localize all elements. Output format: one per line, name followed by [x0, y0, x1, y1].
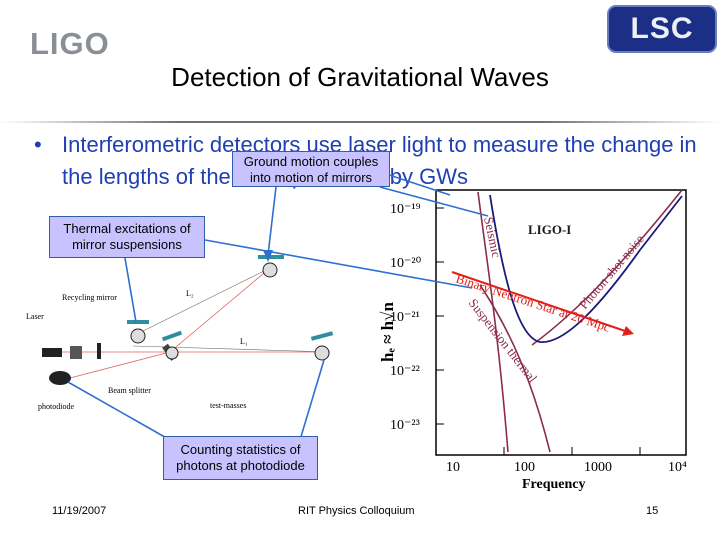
- y-tick-label: 10⁻¹⁹: [390, 202, 421, 217]
- test-mass: [262, 262, 278, 278]
- y-ticks: [436, 207, 641, 455]
- test-masses-label: test-masses: [210, 401, 246, 410]
- photodiode-label: photodiode: [38, 402, 74, 411]
- page-number: 15: [646, 505, 659, 517]
- noise-plot: 10⁻¹⁹ 10⁻²⁰ 10⁻²¹ 10⁻²² 10⁻²³ 10 100 100…: [378, 189, 687, 492]
- x-tick-label: 100: [514, 460, 535, 475]
- ligo-logo: LIGO: [30, 26, 110, 62]
- sensitivity-curve: [489, 194, 683, 343]
- photon-callout: Counting statistics of photons at photod…: [163, 436, 318, 480]
- arm1-label: L₁: [240, 337, 248, 346]
- x-axis-label: Frequency: [522, 477, 586, 492]
- footer-center: RIT Physics Colloquium: [298, 505, 415, 517]
- y-axis-label: hₑ ≈ h√n: [378, 302, 397, 362]
- x-tick-label: 1000: [584, 460, 612, 475]
- legend-label: LIGO-I: [528, 222, 571, 237]
- laser-icon: [42, 348, 62, 357]
- laser-lens: [70, 346, 82, 359]
- suspension-mounts: [127, 255, 334, 342]
- lsc-logo: LSC: [607, 5, 717, 53]
- title-divider: [0, 121, 720, 123]
- recycling-mirror: [97, 343, 101, 359]
- ligo-logo-text: LIGO: [30, 26, 110, 61]
- binary-arrow-head: [622, 326, 634, 336]
- photodiode-icon: [49, 371, 71, 385]
- x-tick-label: 10: [446, 460, 460, 475]
- test-mass: [130, 328, 146, 344]
- test-mass: [314, 345, 330, 361]
- y-tick-label: 10⁻²⁰: [390, 256, 422, 271]
- lsc-logo-text: LSC: [630, 12, 694, 45]
- x-tick-label: 10⁴: [668, 460, 687, 475]
- y-tick-label: 10⁻²²: [390, 364, 420, 379]
- laser-beams: [55, 267, 330, 379]
- photon-curve: [531, 189, 683, 346]
- slide-title: Detection of Gravitational Waves: [171, 62, 549, 92]
- test-mass: [165, 346, 179, 360]
- callout-pointers: [67, 171, 489, 441]
- pointer-arrowhead: [263, 250, 273, 262]
- interferometer-diagram: Recycling mirror Laser photodiode Beam s…: [26, 255, 334, 411]
- y-tick-label: 10⁻²¹: [390, 310, 420, 325]
- beam-splitter-label: Beam splitter: [108, 386, 151, 395]
- thermal-callout: Thermal excitations of mirror suspension…: [49, 216, 205, 258]
- bullet-marker: •: [34, 132, 42, 157]
- binary-arrow: [451, 271, 629, 333]
- arm-outlines: [132, 267, 331, 353]
- y-tick-label: 10⁻²³: [390, 418, 420, 433]
- ground-motion-callout: Ground motion couples into motion of mir…: [232, 151, 390, 187]
- footer-date: 11/19/2007: [52, 505, 107, 517]
- laser-label: Laser: [26, 312, 44, 321]
- suspension-curve: [479, 284, 551, 453]
- recycling-mirror-label: Recycling mirror: [62, 293, 117, 302]
- arm2-label: L₂: [186, 289, 194, 298]
